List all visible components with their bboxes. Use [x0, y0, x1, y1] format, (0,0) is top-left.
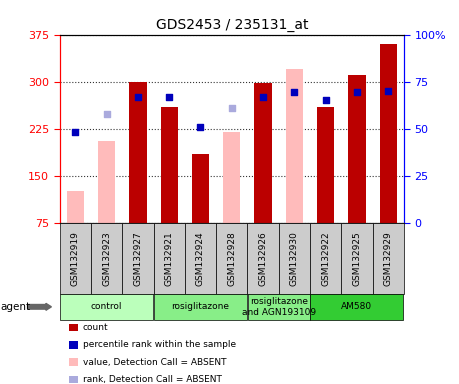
Text: rank, Detection Call = ABSENT: rank, Detection Call = ABSENT — [83, 375, 222, 384]
Bar — [286, 69, 303, 223]
Point — [322, 98, 330, 104]
Bar — [317, 107, 334, 223]
Point — [353, 89, 361, 95]
Text: control: control — [91, 302, 123, 311]
Bar — [67, 191, 84, 223]
Point — [259, 94, 267, 100]
Text: GSM132923: GSM132923 — [102, 231, 111, 286]
Text: GSM132928: GSM132928 — [227, 231, 236, 286]
Point — [197, 124, 204, 130]
Text: GSM132925: GSM132925 — [353, 231, 362, 286]
Point — [385, 88, 392, 94]
Text: agent: agent — [0, 302, 31, 312]
Text: GSM132929: GSM132929 — [384, 231, 393, 286]
Point — [166, 94, 173, 100]
Text: GSM132930: GSM132930 — [290, 231, 299, 286]
Text: count: count — [83, 323, 108, 332]
Bar — [129, 82, 146, 223]
Text: rosiglitazone: rosiglitazone — [172, 302, 230, 311]
Text: GSM132924: GSM132924 — [196, 231, 205, 286]
Point — [103, 111, 110, 117]
Text: GSM132921: GSM132921 — [165, 231, 174, 286]
Text: percentile rank within the sample: percentile rank within the sample — [83, 340, 236, 349]
Point — [134, 94, 141, 100]
Bar — [348, 75, 365, 223]
Bar — [380, 44, 397, 223]
Point — [72, 129, 79, 135]
Text: GSM132919: GSM132919 — [71, 231, 80, 286]
Bar — [98, 141, 115, 223]
Text: GSM132926: GSM132926 — [258, 231, 268, 286]
Point — [291, 89, 298, 95]
Point — [228, 105, 235, 111]
Text: rosiglitazone
and AGN193109: rosiglitazone and AGN193109 — [242, 297, 316, 316]
Text: value, Detection Call = ABSENT: value, Detection Call = ABSENT — [83, 358, 226, 367]
Bar — [223, 132, 241, 223]
Text: AM580: AM580 — [341, 302, 373, 311]
Bar — [192, 154, 209, 223]
Text: GSM132927: GSM132927 — [134, 231, 142, 286]
Bar — [161, 107, 178, 223]
Text: GSM132922: GSM132922 — [321, 231, 330, 286]
Bar — [254, 83, 272, 223]
Title: GDS2453 / 235131_at: GDS2453 / 235131_at — [156, 18, 308, 32]
